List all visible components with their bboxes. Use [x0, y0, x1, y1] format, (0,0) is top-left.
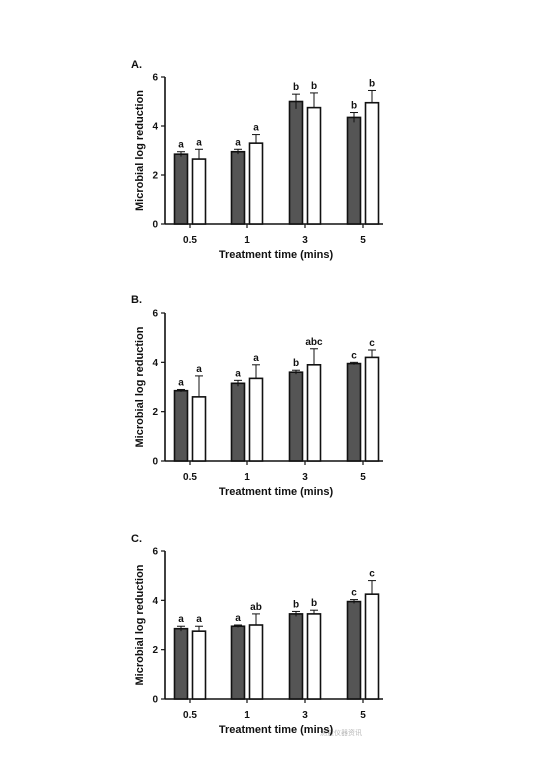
panel-a-bar	[230, 150, 246, 225]
panel-c-sig-label: a	[196, 614, 202, 625]
panel-c-sig-label: a	[235, 613, 241, 624]
panel-a-bar	[288, 100, 304, 225]
panel-a-x-tick-label: 3	[302, 235, 308, 246]
panel-c-x-tick-label: 5	[360, 710, 366, 721]
panel-a-sig-label: b	[311, 81, 317, 92]
panel-c-x-tick-label: 0.5	[183, 710, 197, 721]
panel-b-bar	[306, 363, 322, 462]
watermark-text: 测量仪器资讯	[320, 728, 362, 737]
panel-a-bar	[248, 142, 264, 225]
panel-b-bar	[248, 377, 264, 462]
panel-b-sig-label: abc	[305, 337, 323, 348]
panel-b-sig-label: a	[196, 364, 202, 375]
panel-c-sig-label: b	[311, 598, 317, 609]
panel-c-bar	[173, 627, 189, 700]
panel-b-bar	[288, 371, 304, 462]
panel-c-sig-label: b	[293, 599, 299, 610]
panel-c-x-tick-label: 3	[302, 710, 308, 721]
panel-b-bar	[364, 356, 380, 462]
panel-a-sig-label: a	[178, 140, 184, 151]
panel-c-y-tick-label: 4	[152, 596, 158, 607]
panel-a-x-tick-label: 0.5	[183, 235, 197, 246]
panel-b-y-tick-label: 6	[152, 309, 158, 320]
panel-b-y-tick-label: 0	[152, 457, 158, 468]
panel-b-bar	[173, 389, 189, 462]
panel-a-bar	[191, 158, 207, 225]
panel-a-label: A.	[131, 59, 142, 71]
panel-a-bar	[364, 101, 380, 225]
panel-a-x-tick-label: 5	[360, 235, 366, 246]
panel-b-x-tick-label: 3	[302, 472, 308, 483]
panel-a-x-tick-label: 1	[244, 235, 250, 246]
panel-a-sig-label: a	[253, 123, 259, 134]
panel-a-bar	[306, 106, 322, 225]
panel-c-bar	[346, 600, 362, 700]
panel-a-y-axis-title: Microbial log reduction	[134, 90, 146, 211]
panel-c-y-axis-title: Microbial log reduction	[134, 564, 146, 685]
panel-a-sig-label: a	[196, 137, 202, 148]
panel-c-label: C.	[131, 533, 142, 545]
panel-c-y-tick-label: 0	[152, 695, 158, 706]
panel-a-y-tick-label: 4	[152, 122, 158, 133]
panel-b-y-tick-label: 4	[152, 358, 158, 369]
panel-b-sig-label: a	[178, 377, 184, 388]
panel-c-bar	[248, 624, 264, 700]
panel-c-y-tick-label: 2	[152, 645, 158, 656]
panel-a-sig-label: b	[351, 101, 357, 112]
panel-b-bar	[230, 382, 246, 462]
panel-b-x-tick-label: 1	[244, 472, 250, 483]
panel-a-y-tick-label: 0	[152, 220, 158, 231]
panel-c-x-tick-label: 1	[244, 710, 250, 721]
panel-a-y-tick-label: 6	[152, 73, 158, 84]
panel-b-sig-label: c	[351, 350, 357, 361]
panel-a-bar	[346, 116, 362, 225]
panel-b-sig-label: a	[253, 353, 259, 364]
panel-c-sig-label: a	[178, 614, 184, 625]
panel-b-sig-label: c	[369, 338, 375, 349]
panel-a-x-axis-title: Treatment time (mins)	[219, 249, 334, 261]
panel-c-sig-label: c	[369, 569, 375, 580]
panel-b-x-axis-title: Treatment time (mins)	[219, 486, 334, 498]
panel-b-sig-label: b	[293, 358, 299, 369]
panel-c-bar	[306, 613, 322, 700]
panel-c-bar	[288, 613, 304, 700]
panel-a-sig-label: b	[293, 82, 299, 93]
panel-b-label: B.	[131, 294, 142, 306]
panel-c-sig-label: c	[351, 588, 357, 599]
panel-c-sig-label: ab	[250, 602, 262, 613]
panel-b-x-tick-label: 0.5	[183, 472, 197, 483]
panel-b-sig-label: a	[235, 368, 241, 379]
panel-b-bar	[191, 396, 207, 462]
panel-b-bar	[346, 362, 362, 462]
panel-a-bar	[173, 153, 189, 225]
panel-a-y-tick-label: 2	[152, 171, 158, 182]
panel-c-x-axis-title: Treatment time (mins)	[219, 724, 334, 736]
panel-c-bar	[230, 625, 246, 700]
panel-c-bar	[364, 593, 380, 700]
panel-b-y-axis-title: Microbial log reduction	[134, 326, 146, 447]
panel-a-sig-label: b	[369, 78, 375, 89]
panel-c-y-tick-label: 6	[152, 547, 158, 558]
panel-c-bar	[191, 630, 207, 700]
panel-a-sig-label: a	[235, 137, 241, 148]
panel-b-x-tick-label: 5	[360, 472, 366, 483]
panel-b-y-tick-label: 2	[152, 407, 158, 418]
